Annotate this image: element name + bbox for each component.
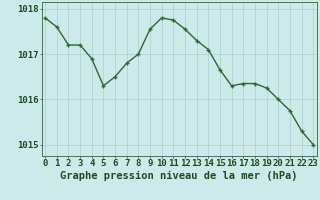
X-axis label: Graphe pression niveau de la mer (hPa): Graphe pression niveau de la mer (hPa) [60, 171, 298, 181]
